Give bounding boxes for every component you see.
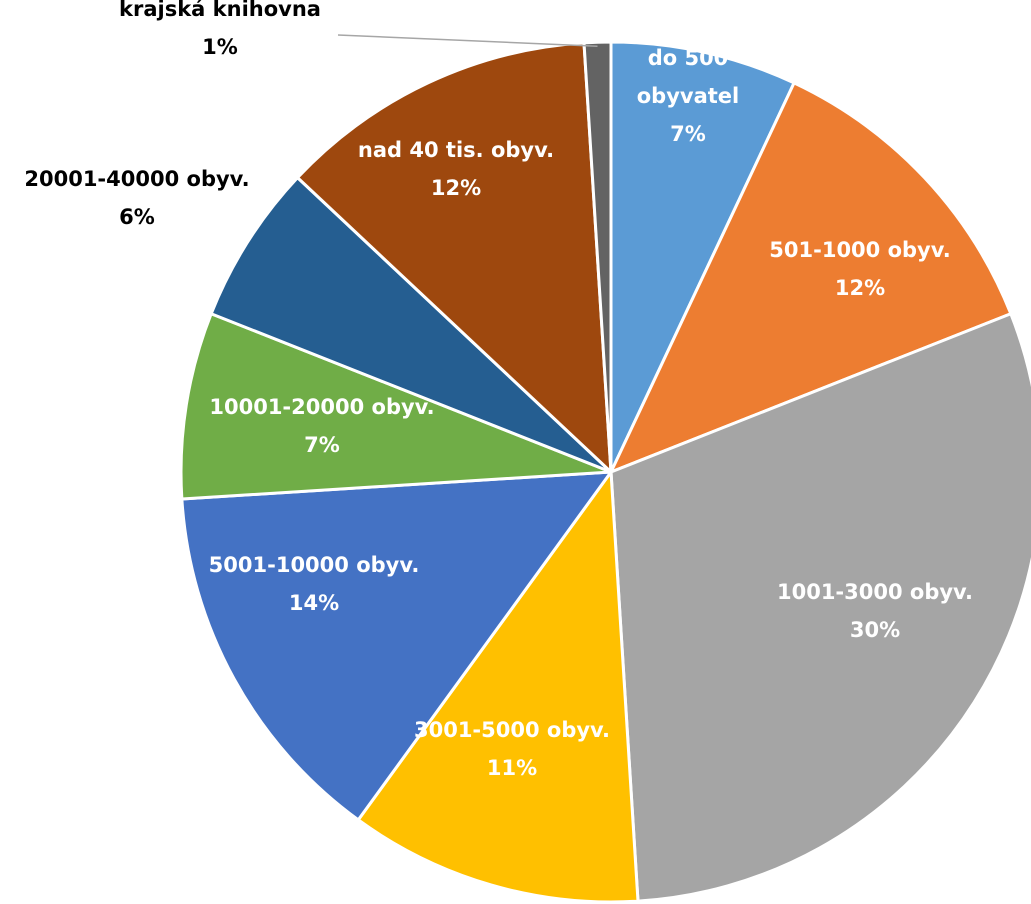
pie-slice-7 (296, 41, 613, 474)
slice-labels: do 500 obyvatel 7% 501-1000 obyv. 12% 1001-30… (24, 0, 973, 780)
slice-value-label: 6% (119, 205, 155, 229)
pie-slices (179, 40, 1031, 904)
pie-slice-4 (180, 470, 613, 822)
pie-slice-3 (356, 470, 640, 904)
pie-slice-1 (609, 81, 1013, 474)
slice-category-label: krajská knihovna (119, 0, 321, 21)
slice-value-label: 11% (487, 756, 537, 780)
slice-category-label: 5001-10000 obyv. (209, 553, 420, 577)
pie-slice-2 (609, 312, 1031, 903)
leader-line (337, 34, 598, 47)
slice-value-label: 7% (670, 122, 706, 146)
slice-category-label: 20001-40000 obyv. (24, 167, 249, 191)
slice-value-label: 12% (835, 276, 885, 300)
slice-category-label: obyvatel (637, 84, 740, 108)
slice-category-label: 501-1000 obyv. (769, 238, 950, 262)
slice-value-label: 1% (202, 35, 238, 59)
pie-slice-6 (209, 176, 613, 474)
slice-value-label: 14% (289, 591, 339, 615)
slice-category-label: 3001-5000 obyv. (414, 718, 610, 742)
slice-value-label: 30% (850, 618, 900, 642)
pie-slice-8 (582, 40, 613, 474)
slice-category-label: 10001-20000 obyv. (209, 395, 434, 419)
slice-value-label: 12% (431, 176, 481, 200)
pie-slice-5 (179, 312, 613, 501)
slice-category-label: nad 40 tis. obyv. (358, 138, 554, 162)
leader-lines (337, 34, 598, 47)
pie-slice-0 (609, 40, 796, 474)
slice-category-label: do 500 (648, 46, 729, 70)
slice-category-label: 1001-3000 obyv. (777, 580, 973, 604)
slice-value-label: 7% (304, 433, 340, 457)
